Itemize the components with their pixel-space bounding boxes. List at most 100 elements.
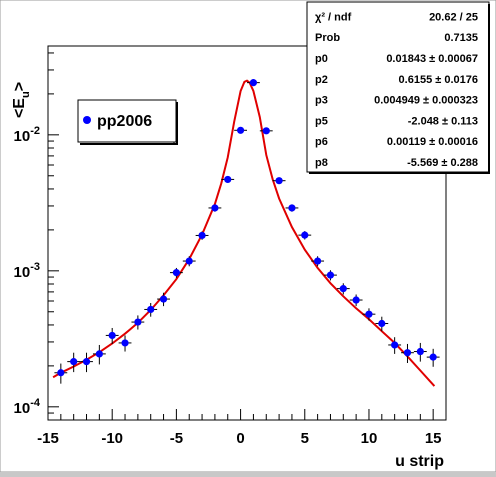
fit-layer	[52, 79, 436, 387]
marker	[224, 175, 232, 184]
stats-row-label: p8	[315, 157, 328, 169]
y-tick-label: 10-3	[14, 261, 40, 281]
data-point	[195, 231, 209, 240]
data-point	[208, 204, 222, 212]
stats-row-label: p0	[315, 53, 328, 65]
data-point	[67, 352, 81, 373]
marker	[249, 79, 258, 87]
data-point	[362, 308, 376, 321]
axes-layer: -15 -10 -5 0 5 10 15 10-4 10-3 10-2	[14, 52, 447, 447]
marker	[326, 271, 335, 279]
data-point	[157, 292, 170, 307]
marker	[429, 353, 437, 361]
legend: pp2006	[77, 99, 178, 145]
stats-row-label: p6	[315, 136, 328, 148]
data-point	[336, 283, 350, 295]
data-point	[285, 204, 299, 212]
data-point	[54, 363, 68, 384]
x-tick-label: -5	[170, 430, 183, 447]
stats-row-value: -2.048 ± 0.113	[408, 115, 478, 127]
data-point	[259, 127, 273, 135]
data-point	[182, 256, 196, 267]
data-point	[92, 344, 106, 365]
stats-row-value: 0.7135	[444, 32, 478, 44]
data-point	[388, 337, 402, 354]
stats-row-value: 0.00119 ± 0.00016	[387, 136, 478, 148]
data-point	[221, 175, 235, 184]
stats-row-value: 20.62 / 25	[429, 11, 478, 23]
y-tick-label: 10-2	[14, 125, 40, 145]
stats-row-label: p2	[315, 74, 328, 86]
y-axis-title-sub: u	[20, 91, 32, 98]
marker	[403, 349, 412, 357]
marker	[108, 331, 116, 340]
data-point	[401, 343, 414, 364]
data-point	[234, 126, 247, 134]
data-point	[413, 342, 427, 362]
data-point	[426, 348, 440, 367]
data-point	[247, 79, 260, 87]
marker	[236, 126, 245, 134]
data-point	[131, 315, 145, 330]
data-point	[144, 302, 158, 317]
y-tick-label: 10-4	[14, 397, 41, 417]
marker	[275, 177, 283, 185]
stats-row-label: p5	[315, 115, 328, 127]
marker	[288, 204, 296, 212]
marker	[262, 127, 270, 135]
data-point	[311, 256, 325, 267]
stats-row-label: Prob	[315, 32, 340, 44]
marker	[416, 347, 424, 356]
data-point	[169, 267, 183, 278]
marker	[121, 339, 129, 347]
y-axis-title-main: <E	[11, 98, 28, 118]
data-point	[118, 335, 132, 352]
marker	[211, 204, 219, 212]
data-point	[375, 316, 389, 332]
points-layer	[54, 79, 440, 384]
data-point	[324, 270, 337, 281]
marker	[352, 296, 360, 304]
data-point	[80, 352, 93, 373]
svg-text:<Eu>: <Eu>	[11, 82, 32, 118]
x-axis-title: u strip	[395, 453, 444, 470]
stats-box: χ² / ndf 20.62 / 25 Prob 0.7135 p0 0.01843 ± …	[306, 1, 490, 174]
marker	[301, 231, 309, 239]
marker	[365, 310, 373, 318]
legend-box	[77, 99, 177, 143]
legend-label: pp2006	[97, 113, 152, 130]
stats-row-value: 0.004949 ± 0.000323	[374, 95, 478, 107]
y-axis-title-close: >	[11, 82, 28, 91]
fit-curve	[52, 79, 436, 387]
data-point	[105, 327, 119, 344]
y-axis-title: <Eu>	[11, 82, 32, 118]
x-tick-label: 15	[425, 430, 442, 447]
data-point	[349, 294, 363, 307]
marker	[70, 358, 78, 366]
marker	[314, 257, 322, 265]
stats-box-frame	[306, 1, 490, 173]
marker	[82, 358, 91, 366]
x-tick-label: -10	[101, 430, 123, 447]
x-tick-label: 0	[236, 430, 244, 447]
stats-row-label: χ² / ndf	[315, 11, 352, 23]
marker	[185, 257, 193, 265]
x-tick-label: 5	[301, 430, 309, 447]
stats-row-value: 0.6155 ± 0.0176	[399, 74, 478, 86]
marker	[198, 231, 206, 240]
legend-marker	[83, 116, 91, 124]
stats-row-value: 0.01843 ± 0.00067	[386, 53, 478, 65]
marker	[172, 269, 180, 277]
stats-row-value: -5.569 ± 0.288	[407, 157, 478, 169]
x-tick-label: -15	[37, 430, 59, 447]
marker	[147, 305, 155, 314]
marker	[378, 319, 386, 328]
marker	[339, 285, 347, 293]
stats-row-label: p3	[315, 95, 328, 107]
data-point	[298, 231, 312, 240]
marker	[391, 341, 399, 349]
marker	[134, 318, 142, 326]
marker	[159, 295, 168, 303]
